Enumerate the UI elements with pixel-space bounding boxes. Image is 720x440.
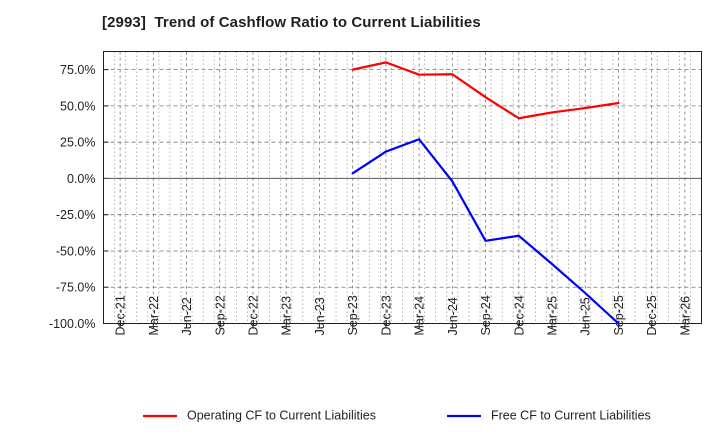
y-axis-tick-labels: 75.0% 50.0% 25.0% 0.0% -25.0% -50.0% -75.0% -10… [49, 63, 96, 331]
svg-text:Sep-23: Sep-23 [346, 295, 360, 335]
svg-text:Mar-24: Mar-24 [413, 296, 427, 336]
svg-text:-75.0%: -75.0% [56, 281, 96, 295]
svg-text:75.0%: 75.0% [60, 63, 95, 77]
svg-text:Sep-22: Sep-22 [213, 295, 227, 335]
svg-text:Jun-23: Jun-23 [313, 297, 327, 335]
x-axis-tick-labels: Dec-21 Mar-22 Jun-22 Sep-22 Dec-22 Mar-23 Jun-… [114, 295, 693, 335]
svg-text:Dec-25: Dec-25 [645, 295, 659, 335]
svg-text:Sep-24: Sep-24 [479, 295, 493, 335]
svg-text:Mar-23: Mar-23 [280, 296, 294, 336]
x-axis-tick-marks [119, 323, 686, 329]
series-lines [351, 61, 620, 325]
svg-text:Mar-22: Mar-22 [147, 296, 161, 336]
svg-text:Jun-22: Jun-22 [180, 297, 194, 335]
svg-text:Dec-24: Dec-24 [512, 295, 526, 335]
svg-text:50.0%: 50.0% [60, 99, 95, 113]
chart-title: [2993] Trend of Cashflow Ratio to Curren… [102, 14, 481, 31]
svg-text:0.0%: 0.0% [67, 172, 96, 186]
svg-text:-25.0%: -25.0% [56, 208, 96, 222]
minor-gridlines-vertical [114, 51, 691, 324]
chart-legend: Operating CF to Current Liabilities Free … [143, 408, 651, 422]
svg-text:Dec-21: Dec-21 [114, 295, 128, 335]
series-line [351, 61, 620, 120]
svg-text:-50.0%: -50.0% [56, 244, 96, 258]
svg-text:Dec-22: Dec-22 [247, 295, 261, 335]
svg-text:-100.0%: -100.0% [49, 317, 96, 331]
svg-text:Mar-26: Mar-26 [678, 296, 692, 336]
series-line [351, 138, 620, 325]
legend-label: Free CF to Current Liabilities [491, 408, 651, 422]
svg-text:Jun-24: Jun-24 [446, 297, 460, 335]
svg-text:Mar-25: Mar-25 [546, 296, 560, 336]
svg-text:25.0%: 25.0% [60, 136, 95, 150]
plot-frame [103, 51, 702, 324]
svg-text:Dec-23: Dec-23 [379, 295, 393, 335]
svg-text:Sep-25: Sep-25 [612, 295, 626, 335]
legend-label: Operating CF to Current Liabilities [187, 408, 376, 422]
svg-text:Jun-25: Jun-25 [579, 297, 593, 335]
